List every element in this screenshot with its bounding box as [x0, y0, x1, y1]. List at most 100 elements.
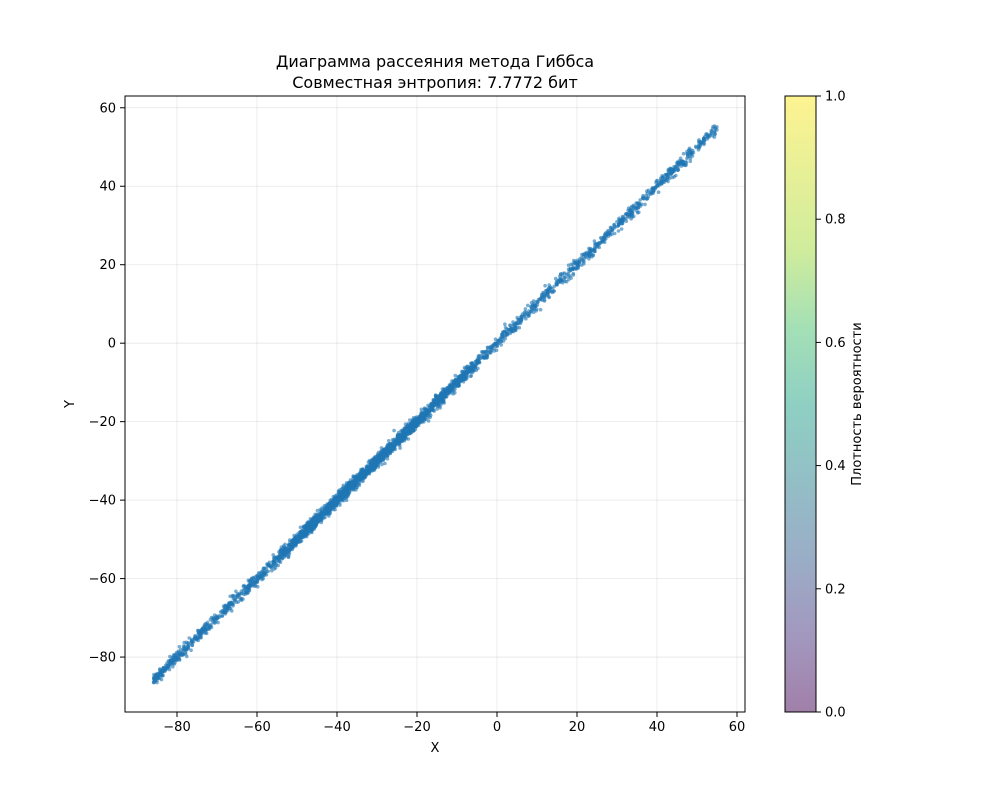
scatter-point: [422, 413, 426, 417]
scatter-point: [239, 589, 244, 593]
scatter-point: [181, 644, 186, 648]
scatter-point: [598, 236, 603, 240]
scatter-point: [435, 400, 439, 405]
scatter-point: [507, 328, 511, 332]
scatter-point: [275, 556, 280, 561]
x-axis-ticks: −80 −60 −40 −20 0 20 40 60: [163, 712, 745, 735]
scatter-point: [344, 481, 349, 485]
scatter-point: [543, 283, 547, 288]
scatter-point: [616, 223, 621, 228]
scatter-point: [469, 373, 474, 378]
scatter-point: [477, 358, 481, 363]
scatter-point: [631, 206, 636, 210]
scatter-point: [485, 349, 490, 353]
scatter-point: [250, 579, 254, 584]
scatter-point: [372, 457, 377, 461]
scatter-point: [707, 134, 711, 138]
scatter-point: [489, 351, 493, 355]
scatter-point: [309, 528, 314, 533]
scatter-point: [217, 614, 222, 618]
scatter-point: [681, 151, 686, 156]
scatter-point: [351, 486, 356, 490]
scatter-point: [456, 384, 461, 388]
scatter-point: [481, 355, 486, 360]
scatter-point: [255, 584, 260, 589]
scatter-point: [392, 442, 397, 446]
scatter-point: [184, 647, 188, 652]
scatter-point: [367, 458, 372, 463]
scatter-point: [409, 429, 414, 433]
scatter-point: [687, 154, 692, 159]
scatter-point: [608, 228, 613, 232]
scatter-point: [284, 550, 289, 554]
scatter-point: [623, 213, 628, 217]
scatter-point: [266, 569, 271, 574]
scatter-point: [532, 310, 536, 315]
scatter-point: [624, 219, 629, 223]
scatter-point: [329, 500, 334, 505]
scatter-point: [277, 559, 282, 564]
scatter-point: [385, 444, 389, 449]
scatter-point: [202, 624, 206, 629]
scatter-point: [450, 383, 455, 387]
scatter-point: [513, 328, 517, 332]
scatter-point: [712, 124, 717, 128]
scatter-point: [577, 257, 582, 262]
scatter-point: [260, 577, 264, 582]
y-tick-label: −60: [89, 572, 116, 587]
scatter-point: [354, 477, 358, 482]
scatter-point: [239, 598, 244, 603]
scatter-point: [153, 676, 157, 680]
scatter-point: [158, 667, 162, 672]
scatter-point: [414, 416, 419, 421]
scatter-point: [552, 284, 556, 289]
x-tick-label: 0: [493, 720, 501, 735]
scatter-point: [643, 202, 647, 207]
scatter-point: [609, 225, 614, 230]
scatter-point: [515, 321, 519, 325]
scatter-point: [324, 512, 329, 517]
scatter-point: [702, 136, 706, 141]
y-axis-label: Y: [63, 400, 78, 409]
scatter-point: [221, 611, 226, 615]
scatter-point: [687, 146, 692, 151]
x-tick-label: −40: [323, 720, 350, 735]
scatter-point: [270, 568, 274, 573]
colorbar-tick-label: 0.6: [825, 336, 846, 351]
scatter-point: [288, 538, 292, 542]
scatter-point: [499, 343, 504, 347]
scatter-point: [520, 312, 525, 316]
scatter-point: [271, 563, 276, 568]
scatter-point: [312, 522, 317, 526]
scatter-point: [375, 459, 379, 464]
y-tick-label: −80: [89, 651, 116, 666]
scatter-point: [277, 550, 281, 554]
scatter-point: [243, 584, 247, 589]
scatter-point: [164, 666, 169, 670]
scatter-point: [697, 139, 701, 144]
scatter-point: [566, 263, 571, 268]
scatter-point: [287, 548, 292, 552]
scatter-point: [606, 234, 611, 239]
colorbar-tick-label: 0.0: [825, 706, 846, 721]
scatter-point: [441, 399, 446, 403]
scatter-point: [690, 154, 695, 158]
scatter-point: [587, 254, 592, 258]
scatter-point: [435, 407, 439, 411]
scatter-point: [697, 144, 701, 148]
scatter-point: [229, 600, 234, 605]
scatter-point: [597, 245, 601, 250]
scatter-point: [447, 387, 452, 391]
scatter-point: [387, 439, 391, 443]
scatter-point: [495, 344, 499, 349]
scatter-point: [272, 556, 276, 561]
scatter-point: [198, 635, 202, 640]
scatter-point: [651, 188, 656, 192]
scatter-point: [293, 535, 298, 539]
scatter-point: [470, 367, 474, 372]
scatter-point: [653, 185, 658, 190]
scatter-point: [445, 391, 450, 396]
colorbar-label: Плотность вероятности: [850, 322, 865, 485]
scatter-point: [636, 201, 640, 205]
scatter-point: [381, 456, 385, 460]
